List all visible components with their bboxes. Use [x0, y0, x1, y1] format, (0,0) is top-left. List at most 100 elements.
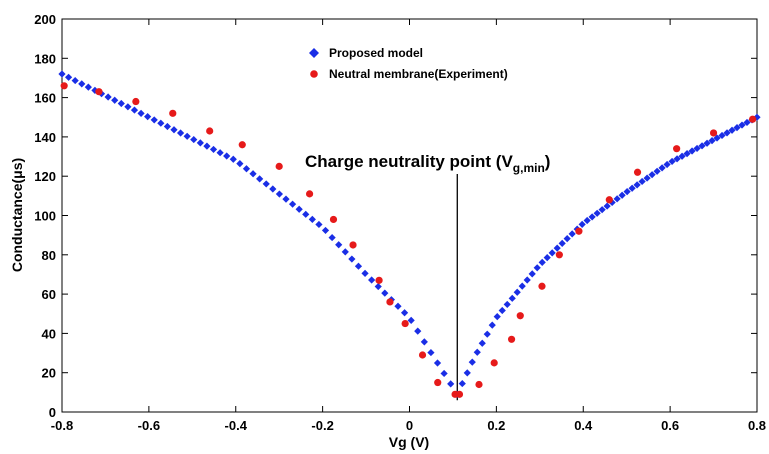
- y-tick-label: 200: [34, 12, 56, 27]
- model-point: [341, 248, 349, 256]
- model-point: [668, 157, 676, 166]
- legend-marker-experiment: [310, 70, 318, 78]
- model-point: [728, 126, 736, 134]
- model-point: [104, 93, 112, 101]
- x-tick-label: -0.8: [51, 418, 73, 433]
- model-point: [703, 139, 711, 147]
- series-proposed-model: [58, 70, 761, 398]
- annotation: Charge neutrality point (Vg,min): [305, 152, 550, 401]
- x-tick-label: 0.2: [487, 418, 505, 433]
- model-point: [663, 160, 671, 169]
- legend: Proposed model Neutral membrane(Experime…: [309, 46, 508, 81]
- model-point: [673, 155, 681, 163]
- x-tick-label: 0: [406, 418, 413, 433]
- experiment-point: [673, 145, 681, 153]
- model-point: [743, 118, 751, 127]
- y-tick-label: 140: [34, 130, 56, 145]
- model-point: [150, 116, 158, 124]
- model-point: [488, 321, 496, 329]
- annotation-label: Charge neutrality point (Vg,min): [305, 152, 550, 175]
- model-point: [229, 155, 237, 163]
- model-point: [538, 258, 546, 266]
- x-axis-title: Vg (V): [389, 434, 429, 450]
- experiment-point: [305, 190, 314, 198]
- model-point: [483, 330, 491, 338]
- model-point: [648, 171, 656, 179]
- experiment-point: [749, 115, 757, 123]
- experiment-point: [709, 129, 718, 137]
- y-tick-labels: 0 20 40 60 80 100 120 140 160 180 200: [34, 12, 56, 420]
- model-point: [288, 200, 297, 208]
- x-tick-label: 0.8: [748, 418, 766, 433]
- model-point: [718, 131, 726, 140]
- model-point: [64, 73, 73, 81]
- model-point: [335, 241, 343, 249]
- experiment-point: [516, 312, 524, 320]
- experiment-point: [418, 351, 427, 359]
- model-point: [117, 99, 125, 108]
- model-point: [400, 309, 409, 317]
- experiment-point: [507, 335, 516, 343]
- model-point: [183, 132, 191, 140]
- experiment-point: [633, 168, 642, 176]
- x-tick-label: 0.6: [661, 418, 679, 433]
- model-point: [256, 175, 264, 183]
- model-point: [84, 83, 92, 91]
- model-point: [354, 262, 363, 270]
- model-point: [478, 339, 486, 347]
- model-point: [658, 164, 666, 172]
- legend-marker-proposed-model: [309, 48, 319, 58]
- model-point: [513, 288, 521, 296]
- model-point: [275, 190, 284, 198]
- y-tick-label: 0: [49, 405, 56, 420]
- model-point: [209, 145, 218, 154]
- experiment-point: [434, 378, 442, 387]
- model-point: [137, 109, 145, 117]
- x-tick-labels: -0.8 -0.6 -0.4 -0.2 0 0.2 0.4 0.6 0.8: [51, 418, 766, 433]
- y-tick-label: 120: [34, 169, 56, 184]
- model-point: [249, 170, 257, 178]
- model-point: [348, 255, 356, 263]
- model-point: [563, 235, 571, 243]
- model-point: [203, 142, 211, 150]
- plot-area: [61, 18, 758, 413]
- model-point: [58, 70, 66, 78]
- model-point: [613, 195, 621, 203]
- model-point: [698, 142, 706, 150]
- model-point: [688, 147, 696, 155]
- model-point: [503, 300, 511, 309]
- model-point: [643, 174, 651, 182]
- model-point: [568, 230, 576, 238]
- axis-ticks: [61, 18, 758, 413]
- model-point: [420, 338, 428, 346]
- model-point: [598, 206, 606, 214]
- model-point: [508, 294, 516, 302]
- y-tick-label: 20: [42, 366, 56, 381]
- model-point: [374, 282, 382, 291]
- x-tick-label: -0.6: [138, 418, 160, 433]
- series-experiment: [60, 82, 757, 398]
- model-point: [91, 86, 99, 95]
- model-point: [493, 313, 501, 321]
- model-point: [638, 177, 646, 186]
- model-point: [368, 276, 376, 284]
- y-tick-label: 80: [42, 248, 56, 263]
- legend-label-proposed-model: Proposed model: [329, 46, 423, 60]
- model-point: [518, 282, 526, 290]
- experiment-point: [60, 82, 68, 90]
- model-point: [223, 152, 231, 160]
- legend-label-experiment: Neutral membrane(Experiment): [329, 67, 508, 81]
- model-point: [433, 359, 442, 367]
- model-point: [588, 213, 596, 221]
- model-point: [678, 152, 686, 160]
- experiment-point: [455, 390, 464, 398]
- model-point: [713, 134, 721, 142]
- model-point: [447, 380, 455, 388]
- model-point: [163, 122, 172, 131]
- model-point: [548, 249, 556, 257]
- model-point: [708, 137, 716, 145]
- model-point: [361, 269, 369, 277]
- model-point: [653, 167, 661, 175]
- model-point: [236, 160, 244, 168]
